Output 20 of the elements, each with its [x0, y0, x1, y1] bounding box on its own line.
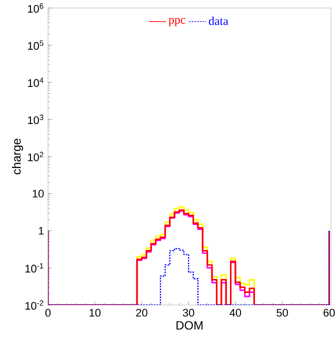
x-axis-title: DOM [176, 321, 202, 330]
y-tick-label: 10$^{6}$ [28, 3, 44, 13]
x-tick-label: 20 [136, 308, 148, 317]
x-tick-label: 50 [276, 308, 288, 317]
y-tick-label: 10$^{-2}$ [25, 300, 44, 310]
legend-label: ppc [168, 18, 186, 26]
y-tick-label: 10$^{-1}$ [25, 263, 44, 273]
y-tick-label: 10$^{5}$ [28, 40, 44, 50]
y-tick-label: 1 [38, 226, 44, 235]
x-tick-label: 30 [182, 308, 194, 317]
x-tick-label: 40 [230, 308, 242, 317]
legend-label: data [208, 16, 228, 26]
x-tick-label: 10 [90, 308, 101, 317]
y-tick-label: 10$^{2}$ [28, 152, 44, 162]
x-tick-label: 0 [45, 308, 51, 317]
y-tick-label: 10$^{3}$ [28, 114, 44, 124]
y-axis-title: charge [12, 138, 24, 174]
y-tick-label: 10 [32, 190, 44, 198]
y-tick-label: 10$^{4}$ [28, 78, 44, 87]
x-tick-label: 60 [324, 308, 335, 317]
